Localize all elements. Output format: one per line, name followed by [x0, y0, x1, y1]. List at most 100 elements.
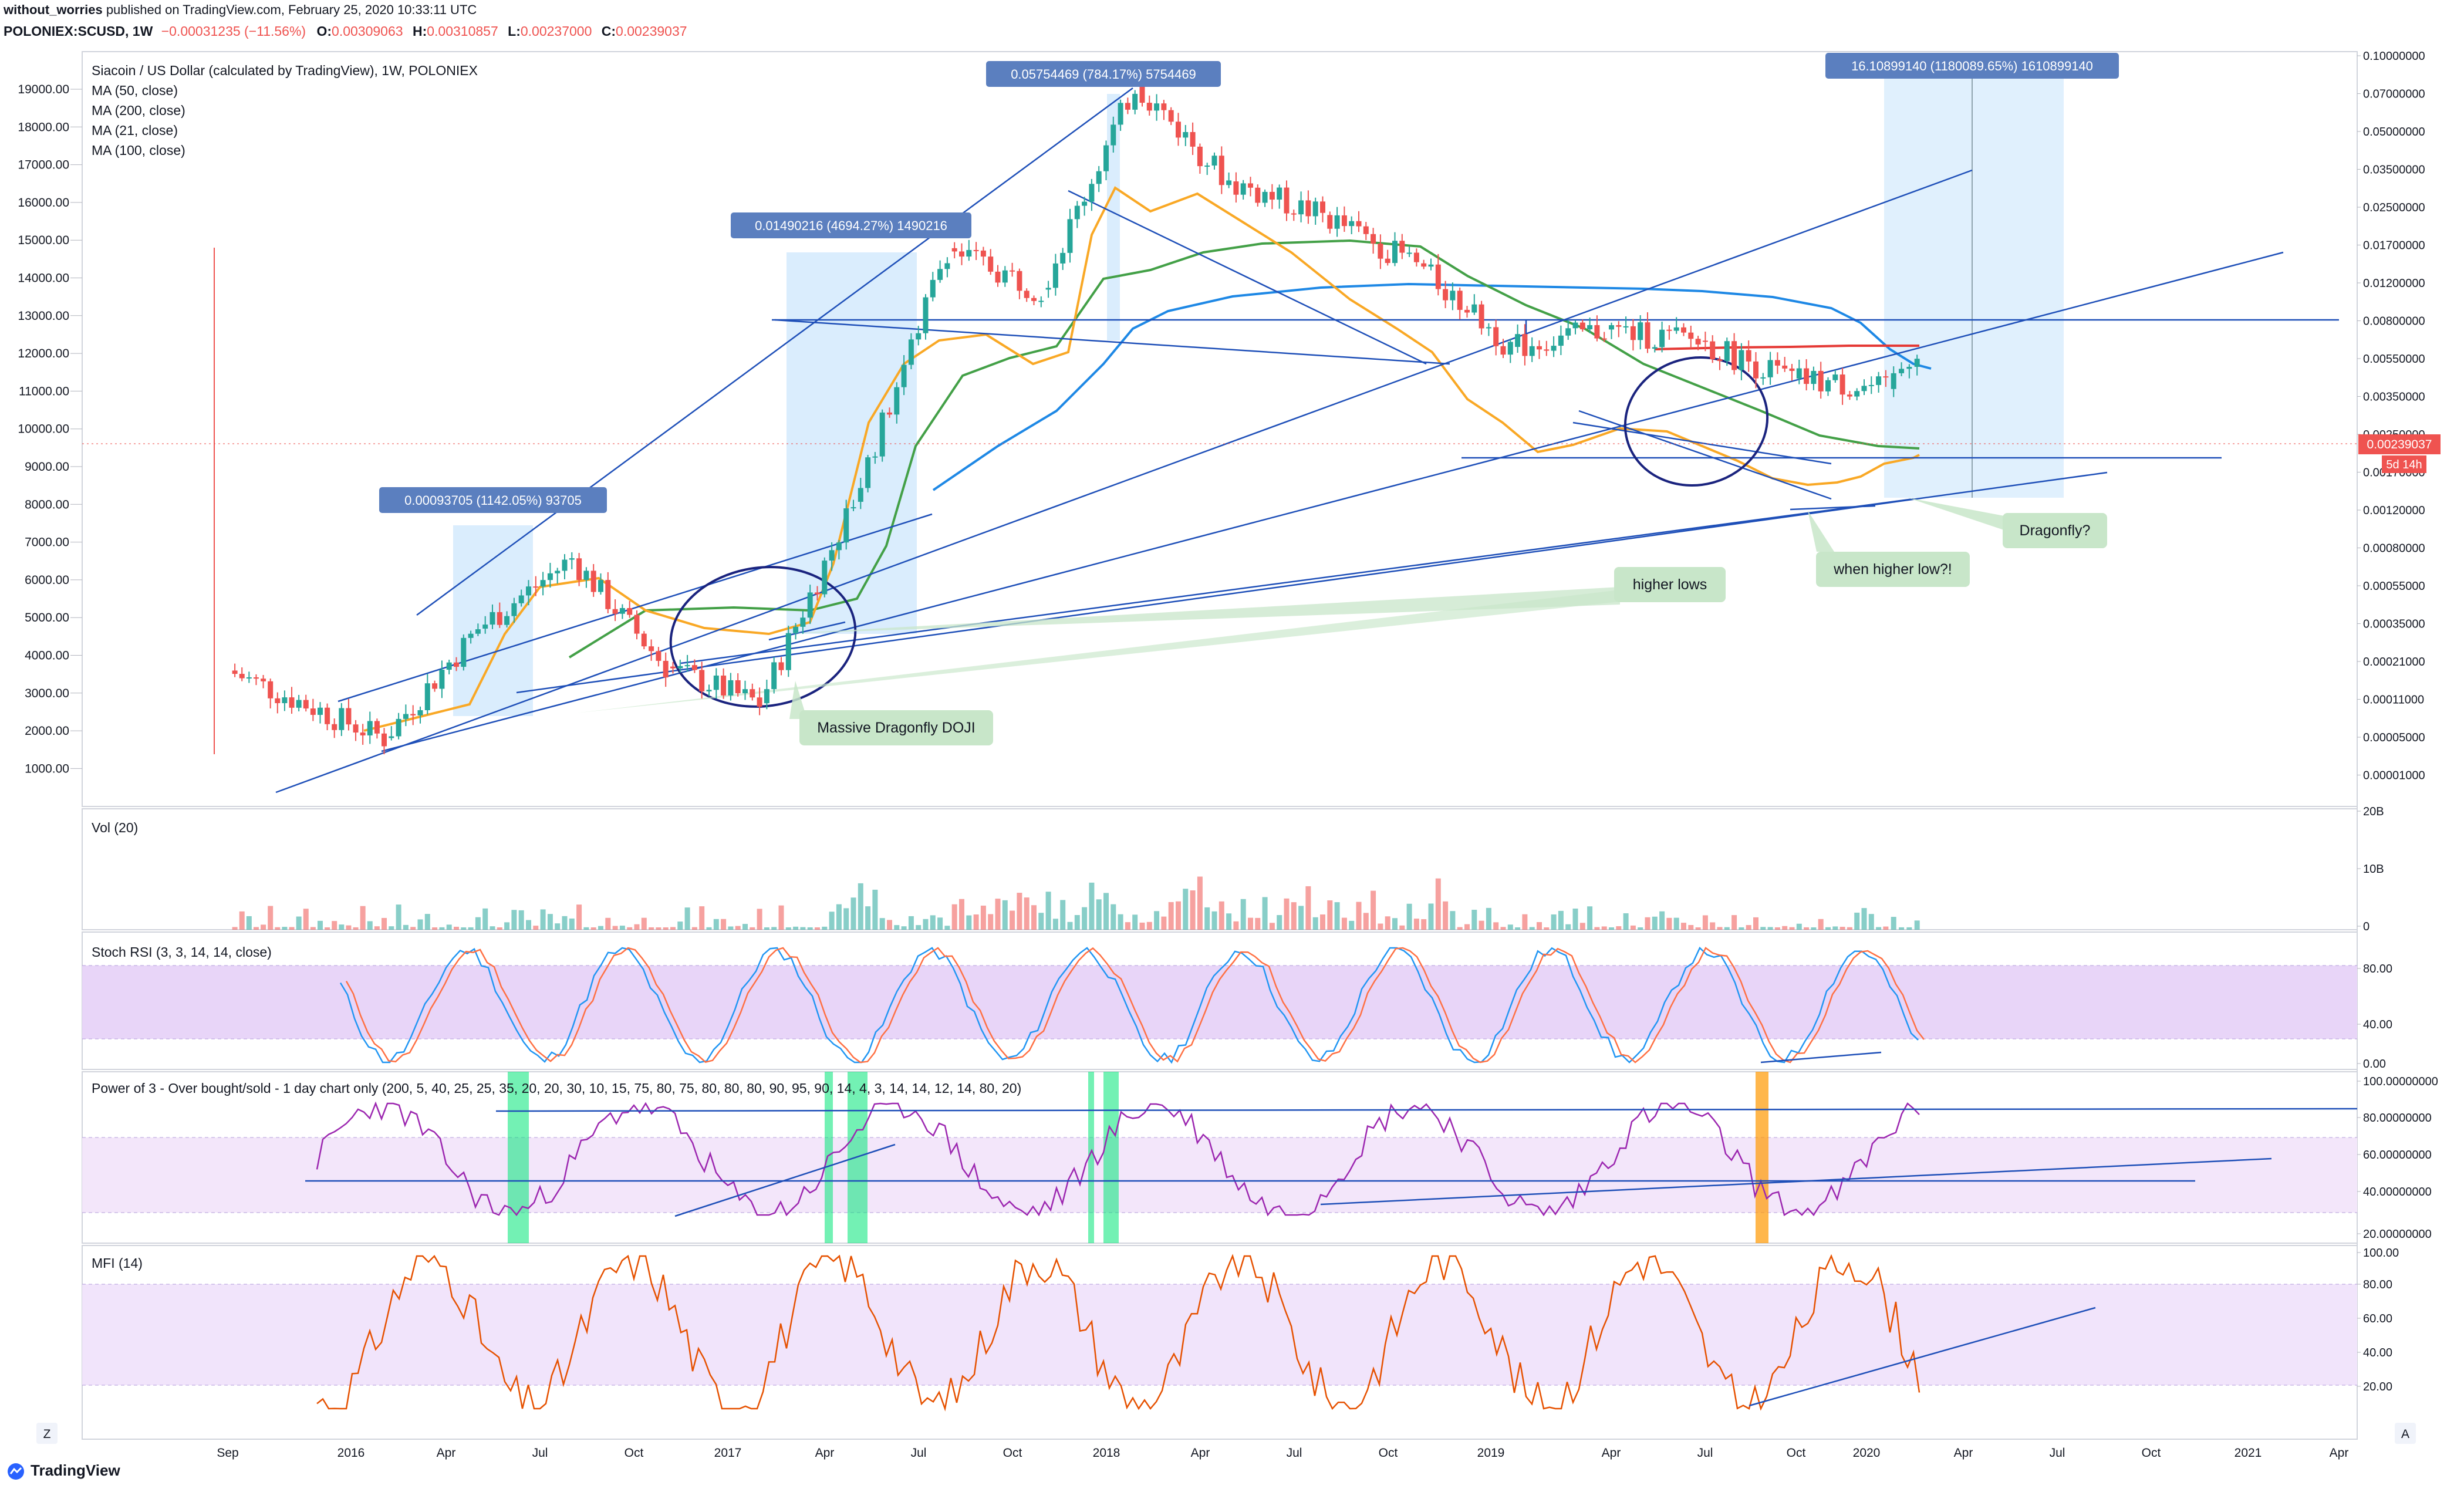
corner-z-button[interactable]: Z: [36, 1423, 58, 1444]
right-axis-label: 0.00035000: [2363, 618, 2425, 631]
volume-bar: [367, 921, 373, 930]
svg-text:Dragonfly?: Dragonfly?: [2020, 522, 2091, 539]
candle-body: [289, 697, 295, 708]
candle-body: [1190, 131, 1196, 147]
power-title[interactable]: Power of 3 - Over bought/sold - 1 day ch…: [92, 1081, 1021, 1096]
volume-bar: [1681, 923, 1686, 930]
ohlc-low-value: 0.00237000: [520, 23, 592, 39]
candle-body: [1623, 326, 1629, 328]
right-axis-label: 0.05000000: [2363, 126, 2425, 139]
right-price-axis[interactable]: 0.10000000 0.07000000 0.05000000 0.03500000…: [2357, 50, 2425, 782]
candle-body: [1760, 377, 1766, 379]
candle-body: [533, 586, 539, 588]
candle-body: [815, 592, 820, 595]
time-axis-label: Oct: [2142, 1446, 2161, 1460]
candle-body: [1673, 327, 1679, 331]
volume-bar: [1579, 923, 1585, 930]
volume-bar: [742, 924, 748, 930]
candle-body: [1421, 263, 1427, 267]
stoch-title[interactable]: Stoch RSI (3, 3, 14, 14, close): [92, 944, 272, 960]
power-trend-lines: [305, 1108, 2358, 1217]
candle-body: [232, 670, 238, 674]
candle-body: [641, 633, 647, 647]
volume-bar: [627, 927, 633, 930]
candle-body: [995, 271, 1001, 283]
power-band: [82, 1137, 2357, 1213]
volume-bar: [1052, 919, 1058, 930]
candle-body: [1804, 368, 1810, 384]
left-axis-label: 13000.00: [18, 309, 69, 323]
volume-bar: [389, 926, 394, 930]
corner-a-button[interactable]: A: [2395, 1423, 2416, 1444]
volume-bar: [995, 899, 1001, 930]
callout-when-higher-low[interactable]: when higher low?!: [1816, 552, 1970, 587]
legend-ma200[interactable]: MA (200, close): [92, 103, 185, 118]
candle-body: [1168, 110, 1174, 122]
measure-box-4[interactable]: [1884, 77, 2064, 498]
measure-box-3[interactable]: [1107, 94, 1120, 340]
tradingview-footer[interactable]: TradingView: [6, 1461, 120, 1480]
candle-body: [706, 690, 712, 691]
volume-bar: [894, 925, 900, 930]
left-axis-label: 9000.00: [25, 460, 69, 474]
trend-lines[interactable]: [275, 87, 2339, 794]
measure-box-2[interactable]: [787, 252, 917, 634]
candle-body: [1378, 243, 1383, 259]
candle-body: [1695, 339, 1701, 345]
callout-higher-lows[interactable]: higher lows: [1614, 567, 1726, 602]
volume-bar: [1154, 911, 1160, 930]
callout-pointer-3: [575, 590, 1620, 713]
volume-bar: [721, 919, 727, 930]
left-axis-label: 18000.00: [18, 120, 69, 134]
ellipse-2019[interactable]: [1611, 342, 1782, 501]
publisher-user[interactable]: without_worries: [4, 2, 103, 17]
volume-bar: [382, 917, 387, 930]
candle-body: [822, 561, 828, 595]
volume-bar: [1045, 892, 1051, 930]
candle-body: [374, 721, 380, 734]
candle-body: [1132, 93, 1138, 110]
candle-body: [1305, 200, 1311, 217]
volume-title[interactable]: Vol (20): [92, 820, 138, 835]
candle-body: [1645, 322, 1650, 349]
ellipse-dragonfly-2016[interactable]: [661, 555, 865, 718]
candle-body: [1899, 369, 1905, 373]
volume-bar: [1262, 897, 1268, 930]
volume-bar: [815, 927, 820, 930]
volume-bar: [1666, 917, 1672, 930]
candle-body: [1688, 332, 1694, 339]
mfi-title[interactable]: MFI (14): [92, 1255, 143, 1271]
volume-bar: [1089, 882, 1095, 930]
volume-bar: [346, 925, 352, 930]
time-axis[interactable]: Sep 2016 Apr Jul Oct 2017 Apr Jul Oct 2018 Apr Jul O…: [217, 1446, 2348, 1460]
callout-dragonfly-question[interactable]: Dragonfly?: [2003, 513, 2107, 548]
volume-bar: [980, 905, 986, 930]
candle-body: [317, 707, 323, 715]
indicator-axis-label: 100.00000000: [2363, 1075, 2438, 1088]
candle-body: [1839, 374, 1845, 395]
volume-bar: [1443, 901, 1449, 930]
candle-body: [1731, 341, 1737, 370]
legend-ma21[interactable]: MA (21, close): [92, 123, 178, 138]
volume-bar: [239, 911, 245, 930]
candle-body: [461, 637, 467, 667]
candle-body: [1248, 183, 1253, 188]
candle-body: [1291, 213, 1297, 215]
callout-dragonfly-doji[interactable]: Massive Dragonfly DOJI: [799, 710, 993, 745]
candlesticks[interactable]: [232, 75, 1920, 755]
volume-bar: [1731, 915, 1737, 930]
ma-50-line: [568, 239, 1920, 659]
candle-body: [1139, 83, 1145, 103]
candle-body: [713, 676, 719, 690]
left-axis-label: 11000.00: [19, 384, 69, 398]
volume-bar: [1190, 890, 1196, 930]
indicator-axis-label: 0.00: [2363, 1058, 2386, 1071]
volume-bar: [310, 927, 316, 930]
power-highlights: [508, 1072, 1768, 1243]
main-title: Siacoin / US Dollar (calculated by Tradi…: [92, 63, 478, 78]
legend-ma100[interactable]: MA (100, close): [92, 143, 185, 158]
volume-bar: [1385, 916, 1390, 930]
right-axis-label: 0.00001000: [2363, 769, 2425, 782]
legend-ma50[interactable]: MA (50, close): [92, 83, 178, 98]
